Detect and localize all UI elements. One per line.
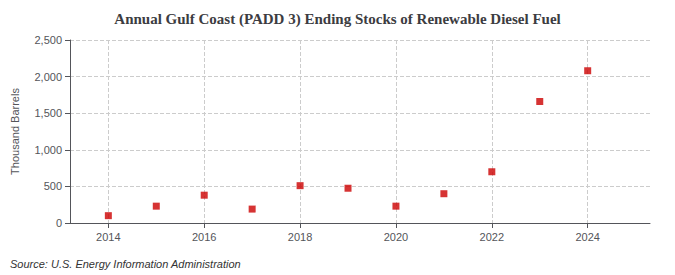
svg-text:1,500: 1,500 (34, 107, 62, 119)
svg-text:Thousand Barrels: Thousand Barrels (9, 88, 21, 175)
svg-text:2,000: 2,000 (34, 71, 62, 83)
svg-text:1,000: 1,000 (34, 144, 62, 156)
svg-text:2020: 2020 (384, 231, 408, 243)
svg-text:2024: 2024 (575, 231, 599, 243)
svg-text:2014: 2014 (96, 231, 120, 243)
svg-text:500: 500 (44, 180, 62, 192)
svg-text:Source: U.S. Energy Informatio: Source: U.S. Energy Information Administ… (10, 258, 241, 270)
svg-text:2,500: 2,500 (34, 34, 62, 46)
svg-text:2018: 2018 (288, 231, 312, 243)
svg-text:2016: 2016 (192, 231, 216, 243)
svg-text:0: 0 (56, 217, 62, 229)
svg-text:Annual Gulf Coast (PADD 3) End: Annual Gulf Coast (PADD 3) Ending Stocks… (114, 11, 560, 28)
svg-text:2022: 2022 (480, 231, 504, 243)
